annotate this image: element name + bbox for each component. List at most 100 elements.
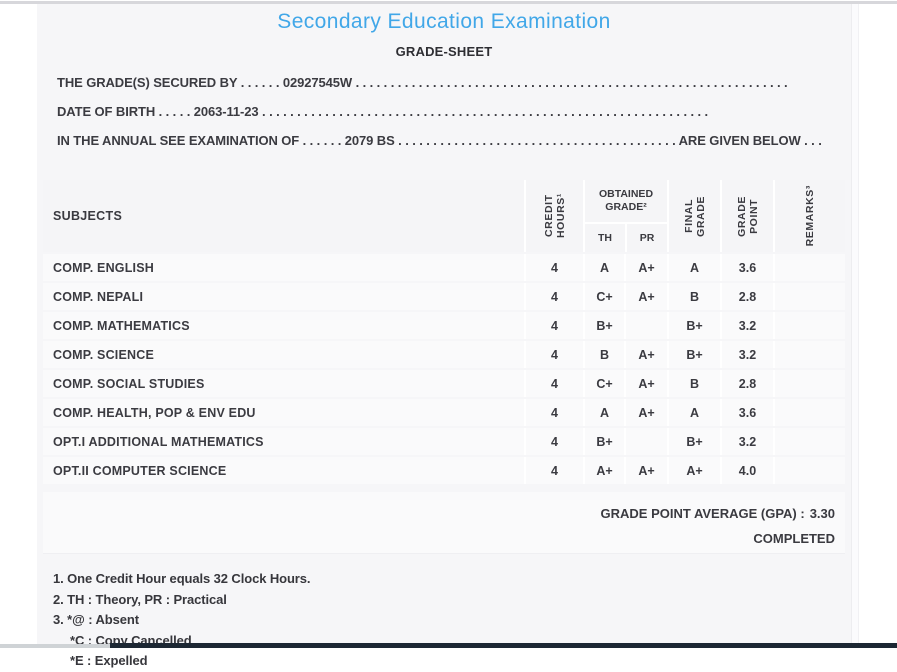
completion-status: COMPLETED <box>753 531 835 546</box>
cell-pr-grade <box>626 428 667 455</box>
cell-remarks <box>775 283 845 310</box>
header-pr: PR <box>627 224 667 252</box>
footnote-expelled: *E : Expelled <box>70 653 148 668</box>
cell-pr-grade: A+ <box>626 341 667 368</box>
cell-final-grade: A <box>669 399 720 426</box>
cell-th-grade: A+ <box>585 457 624 484</box>
footnote-credit-hours: 1. One Credit Hour equals 32 Clock Hours… <box>53 571 311 586</box>
footer-bar <box>0 643 897 648</box>
header-final-grade-label: FINAL GRADE <box>682 195 707 237</box>
cell-remarks <box>775 399 845 426</box>
panel-edge-strip <box>852 4 859 644</box>
cell-final-grade: B <box>669 370 720 397</box>
cell-grade-point: 4.0 <box>722 457 773 484</box>
cell-final-grade: B <box>669 283 720 310</box>
cell-credit-hours: 4 <box>526 370 583 397</box>
cell-pr-grade: A+ <box>626 254 667 281</box>
cell-th-grade: B+ <box>585 312 624 339</box>
footer-bar-light-segment <box>0 644 110 648</box>
cell-remarks <box>775 457 845 484</box>
header-th: TH <box>585 224 625 252</box>
cell-credit-hours: 4 <box>526 254 583 281</box>
info-line-date-of-birth: DATE OF BIRTH . . . . . 2063-11-23 . . .… <box>57 104 709 119</box>
cell-th-grade: B+ <box>585 428 624 455</box>
cell-final-grade: A <box>669 254 720 281</box>
cell-final-grade: B+ <box>669 312 720 339</box>
cell-credit-hours: 4 <box>526 283 583 310</box>
cell-pr-grade: A+ <box>626 370 667 397</box>
cell-grade-point: 3.6 <box>722 399 773 426</box>
cell-credit-hours: 4 <box>526 428 583 455</box>
header-th-pr-row: TH PR <box>585 224 667 252</box>
cell-remarks <box>775 428 845 455</box>
cell-credit-hours: 4 <box>526 399 583 426</box>
cell-pr-grade <box>626 312 667 339</box>
cell-remarks <box>775 254 845 281</box>
cell-grade-point: 3.6 <box>722 254 773 281</box>
gpa-label: GRADE POINT AVERAGE (GPA) : <box>600 506 805 521</box>
student-info-section: THE GRADE(S) SECURED BY . . . . . . 0292… <box>37 59 851 155</box>
cell-th-grade: C+ <box>585 370 624 397</box>
summary-section: GRADE POINT AVERAGE (GPA) : 3.30 COMPLETE… <box>43 492 845 554</box>
table-row: COMP. MATHEMATICS 4 B+ B+ 3.2 <box>43 312 845 339</box>
table-header-row: SUBJECTS CREDIT HOURS¹ OBTAINED GRADE² T… <box>43 180 845 252</box>
info-line-grades-secured-by: THE GRADE(S) SECURED BY . . . . . . 0292… <box>57 75 788 90</box>
header-obtained-grade: OBTAINED GRADE² <box>585 180 667 222</box>
cell-th-grade: A <box>585 254 624 281</box>
gpa-value: 3.30 <box>809 506 835 521</box>
cell-pr-grade: A+ <box>626 283 667 310</box>
footer-bar-dark-segment <box>110 643 897 648</box>
cell-remarks <box>775 312 845 339</box>
cell-th-grade: C+ <box>585 283 624 310</box>
cell-subject: COMP. SOCIAL STUDIES <box>43 370 524 397</box>
table-row: OPT.II COMPUTER SCIENCE 4 A+ A+ A+ 4.0 <box>43 457 845 484</box>
cell-grade-point: 3.2 <box>722 341 773 368</box>
cell-subject: COMP. NEPALI <box>43 283 524 310</box>
header-grade-point-label: GRADE POINT <box>735 195 760 237</box>
cell-credit-hours: 4 <box>526 341 583 368</box>
cell-grade-point: 3.2 <box>722 312 773 339</box>
cell-grade-point: 2.8 <box>722 370 773 397</box>
cell-th-grade: A <box>585 399 624 426</box>
grade-sheet-panel: Secondary Education Examination GRADE-SH… <box>37 4 852 668</box>
header-credit-hours: CREDIT HOURS¹ <box>526 180 583 252</box>
cell-subject: COMP. HEALTH, POP & ENV EDU <box>43 399 524 426</box>
table-row: COMP. ENGLISH 4 A A+ A 3.6 <box>43 254 845 281</box>
footnotes-section: 1. One Credit Hour equals 32 Clock Hours… <box>37 554 851 672</box>
grades-table: SUBJECTS CREDIT HOURS¹ OBTAINED GRADE² T… <box>43 180 845 484</box>
table-row: COMP. SCIENCE 4 B A+ B+ 3.2 <box>43 341 845 368</box>
cell-final-grade: B+ <box>669 341 720 368</box>
cell-final-grade: B+ <box>669 428 720 455</box>
cell-credit-hours: 4 <box>526 312 583 339</box>
table-row: COMP. SOCIAL STUDIES 4 C+ A+ B 2.8 <box>43 370 845 397</box>
header-credit-hours-label: CREDIT HOURS¹ <box>542 193 567 239</box>
top-border-line <box>0 1 897 4</box>
grade-sheet-heading: GRADE-SHEET <box>395 44 493 59</box>
table-row: OPT.I ADDITIONAL MATHEMATICS 4 B+ B+ 3.2 <box>43 428 845 455</box>
cell-subject: OPT.I ADDITIONAL MATHEMATICS <box>43 428 524 455</box>
gpa-line: GRADE POINT AVERAGE (GPA) : 3.30 <box>43 492 845 521</box>
cell-subject: COMP. ENGLISH <box>43 254 524 281</box>
header-remarks-label: REMARKS³ <box>804 185 816 247</box>
table-row: COMP. NEPALI 4 C+ A+ B 2.8 <box>43 283 845 310</box>
cell-remarks <box>775 341 845 368</box>
cell-subject: COMP. SCIENCE <box>43 341 524 368</box>
cell-subject: COMP. MATHEMATICS <box>43 312 524 339</box>
header-remarks: REMARKS³ <box>775 180 845 252</box>
cell-credit-hours: 4 <box>526 457 583 484</box>
cell-th-grade: B <box>585 341 624 368</box>
cell-pr-grade: A+ <box>626 457 667 484</box>
cell-grade-point: 3.2 <box>722 428 773 455</box>
cell-grade-point: 2.8 <box>722 283 773 310</box>
footnote-absent: 3. *@ : Absent <box>53 612 139 627</box>
table-row: COMP. HEALTH, POP & ENV EDU 4 A A+ A 3.6 <box>43 399 845 426</box>
cell-final-grade: A+ <box>669 457 720 484</box>
header-obtained-grade-group: OBTAINED GRADE² TH PR <box>585 180 667 252</box>
info-line-examination-year: IN THE ANNUAL SEE EXAMINATION OF . . . .… <box>57 133 822 148</box>
exam-title: Secondary Education Examination <box>277 10 611 33</box>
header-final-grade: FINAL GRADE <box>669 180 720 252</box>
cell-subject: OPT.II COMPUTER SCIENCE <box>43 457 524 484</box>
header-grade-point: GRADE POINT <box>722 180 773 252</box>
cell-pr-grade: A+ <box>626 399 667 426</box>
header-subjects: SUBJECTS <box>43 180 524 252</box>
